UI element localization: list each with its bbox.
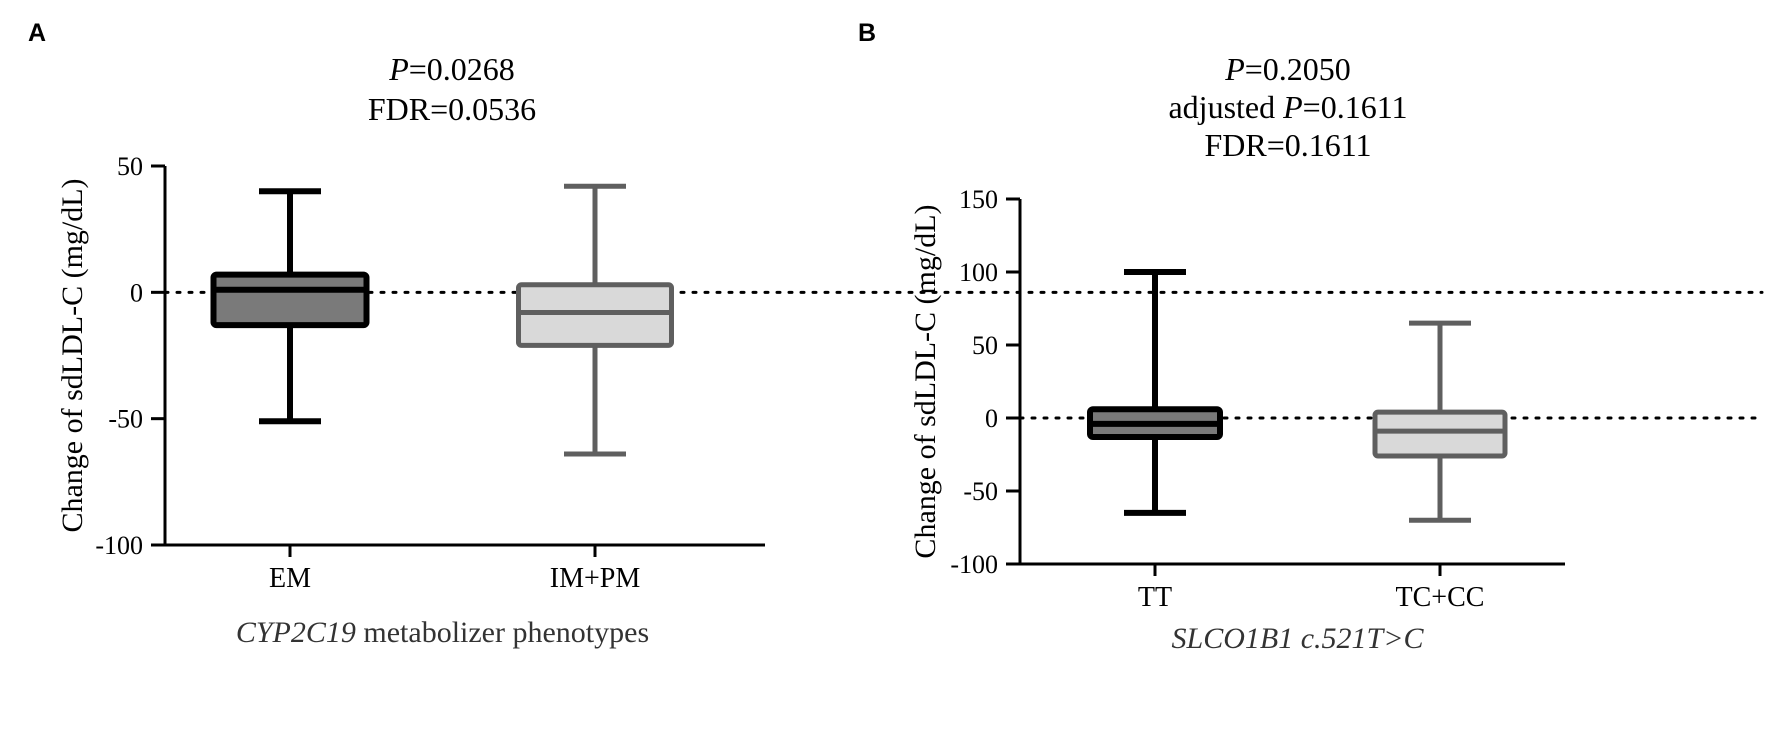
y-tick-label: 50 [117,152,143,181]
x-axis-title: CYP2C19 metabolizer phenotypes [236,616,649,649]
box-im-pm [516,183,674,457]
box-em [210,188,370,425]
box-tt [1087,269,1223,516]
y-tick-label: -50 [108,405,143,434]
x-axis-title: SLCO1B1 c.521T>C [1172,622,1425,655]
x-category-label: EM [269,563,311,594]
y-tick-label: 150 [959,185,998,214]
y-axis-title: Change of sdLDL-C (mg/dL) [909,204,942,558]
x-category-label: IM+PM [550,563,641,594]
x-category-label: TC+CC [1396,582,1485,613]
panel-label: B [858,19,876,47]
y-tick-label: 100 [959,258,998,287]
box-iqr [516,282,674,348]
y-tick-label: -100 [95,531,143,560]
y-axis-title: Change of sdLDL-C (mg/dL) [56,178,89,532]
y-tick-label: -50 [963,477,998,506]
panel-label: A [28,19,46,47]
y-tick-label: 50 [972,331,998,360]
stat-line: adjusted P=0.1611 [1168,89,1407,125]
stat-line: P=0.2050 [1224,51,1351,87]
y-tick-label: -100 [950,550,998,579]
box-tc-cc [1372,320,1508,523]
box-iqr [1372,409,1508,459]
y-tick-label: 0 [130,278,143,307]
stat-line: P=0.0268 [388,51,515,87]
y-tick-label: 0 [985,404,998,433]
stat-line: FDR=0.1611 [1204,127,1371,163]
box-iqr [210,271,370,329]
stat-line: FDR=0.0536 [368,91,536,127]
x-category-label: TT [1138,582,1172,613]
